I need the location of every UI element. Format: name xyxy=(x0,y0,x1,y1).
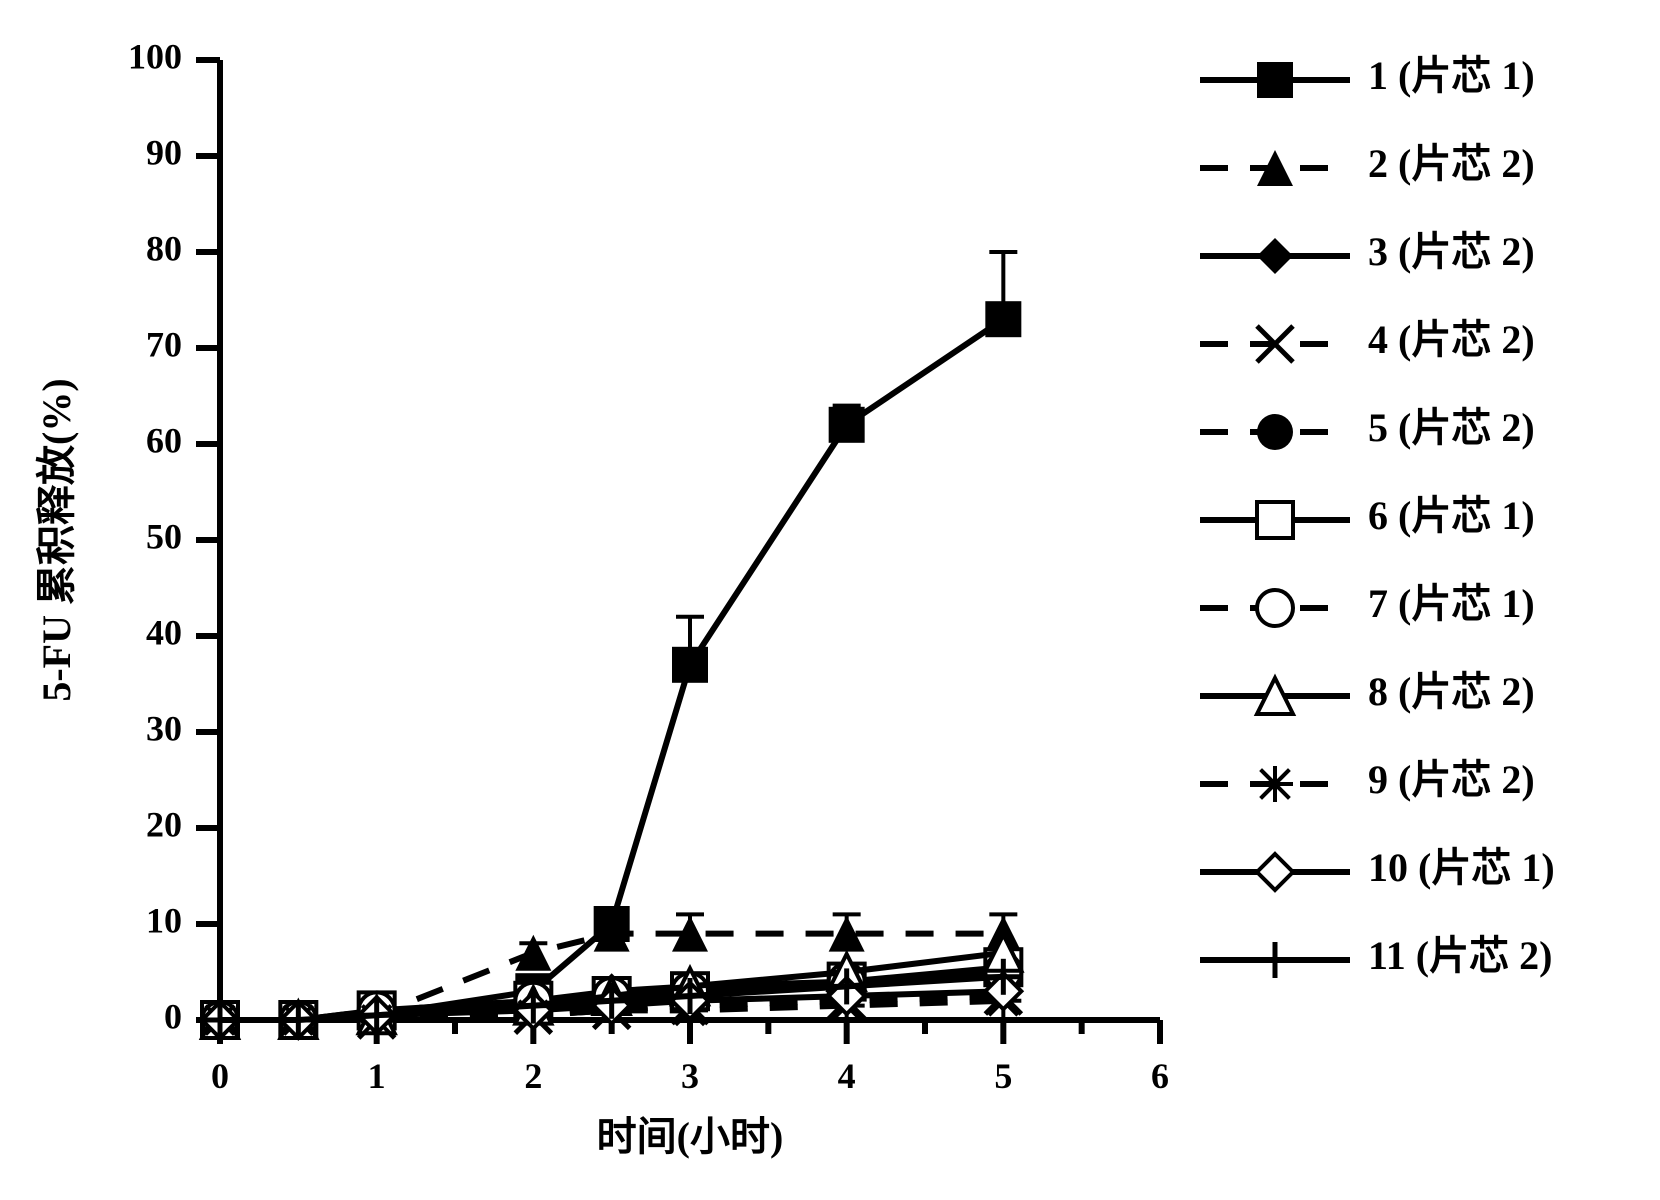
legend-item-s6: 6 (片芯 1) xyxy=(1200,493,1535,538)
y-tick-label: 90 xyxy=(146,132,182,172)
legend-label: 7 (片芯 1) xyxy=(1368,581,1535,626)
legend-item-s1: 1 (片芯 1) xyxy=(1200,53,1535,98)
y-axis-title: 5-FU 累积释放(%) xyxy=(34,378,79,701)
x-tick-label: 3 xyxy=(681,1056,699,1096)
y-tick-label: 40 xyxy=(146,612,182,652)
legend-item-s5: 5 (片芯 2) xyxy=(1200,405,1535,450)
y-tick-label: 20 xyxy=(146,804,182,844)
legend-item-s9: 9 (片芯 2) xyxy=(1200,757,1535,802)
y-tick-label: 10 xyxy=(146,900,182,940)
legend-label: 6 (片芯 1) xyxy=(1368,493,1535,538)
legend-item-s10: 10 (片芯 1) xyxy=(1200,845,1555,890)
legend-item-s7: 7 (片芯 1) xyxy=(1200,581,1535,626)
y-tick-label: 70 xyxy=(146,324,182,364)
legend-label: 8 (片芯 2) xyxy=(1368,669,1535,714)
legend-item-s11: 11 (片芯 2) xyxy=(1200,933,1552,978)
x-tick-label: 6 xyxy=(1151,1056,1169,1096)
x-axis-title: 时间(小时) xyxy=(597,1114,784,1159)
legend-label: 3 (片芯 2) xyxy=(1368,229,1535,274)
chart-container: 0 10 20 30 40 50 60 70 80 90 100 0 1 2 3 4 5 6 时间(小时) 5-FU … xyxy=(0,0,1660,1200)
legend-item-s3: 3 (片芯 2) xyxy=(1200,229,1535,274)
legend: 1 (片芯 1) 2 (片芯 2) 3 (片芯 2) 4 (片芯 2) 5 (片芯 2)… xyxy=(1200,53,1555,978)
x-tick-label: 4 xyxy=(838,1056,856,1096)
legend-label: 10 (片芯 1) xyxy=(1368,845,1555,890)
legend-label: 11 (片芯 2) xyxy=(1368,933,1552,978)
legend-item-s2: 2 (片芯 2) xyxy=(1200,141,1535,186)
y-tick-label: 30 xyxy=(146,708,182,748)
y-tick-label: 60 xyxy=(146,420,182,460)
y-tick-label: 80 xyxy=(146,228,182,268)
legend-label: 5 (片芯 2) xyxy=(1368,405,1535,450)
legend-label: 4 (片芯 2) xyxy=(1368,317,1535,362)
y-tick-label: 0 xyxy=(164,996,182,1036)
legend-label: 2 (片芯 2) xyxy=(1368,141,1535,186)
legend-label: 9 (片芯 2) xyxy=(1368,757,1535,802)
x-tick-label: 2 xyxy=(524,1056,542,1096)
legend-item-s8: 8 (片芯 2) xyxy=(1200,669,1535,714)
x-tick-label: 0 xyxy=(211,1056,229,1096)
legend-item-s4: 4 (片芯 2) xyxy=(1200,317,1535,362)
x-tick-label: 5 xyxy=(994,1056,1012,1096)
y-tick-label: 100 xyxy=(128,36,182,76)
legend-label: 1 (片芯 1) xyxy=(1368,53,1535,98)
chart-svg: 0 10 20 30 40 50 60 70 80 90 100 0 1 2 3 4 5 6 时间(小时) 5-FU … xyxy=(0,0,1660,1200)
x-tick-label: 1 xyxy=(368,1056,386,1096)
y-tick-label: 50 xyxy=(146,516,182,556)
